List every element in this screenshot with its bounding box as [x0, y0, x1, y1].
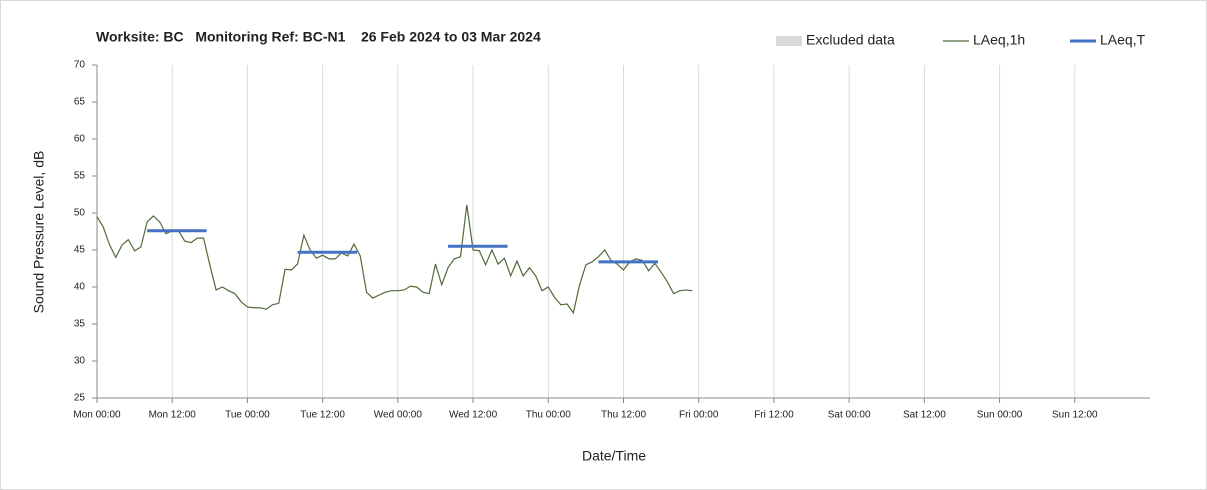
x-tick-label: Thu 12:00	[601, 410, 646, 421]
y-tick-label: 35	[74, 319, 86, 330]
x-tick-label: Sun 00:00	[977, 410, 1023, 421]
x-tick-label: Thu 00:00	[526, 410, 571, 421]
x-tick-label: Wed 00:00	[374, 410, 423, 421]
x-tick-label: Mon 12:00	[149, 410, 197, 421]
x-tick-label: Tue 00:00	[225, 410, 270, 421]
x-tick-label: Sat 00:00	[828, 410, 871, 421]
x-tick-label: Fri 12:00	[754, 410, 794, 421]
x-tick-label: Sun 12:00	[1052, 410, 1098, 421]
x-tick-label: Wed 12:00	[449, 410, 498, 421]
legend-label: LAeq,T	[1100, 32, 1146, 48]
y-tick-label: 60	[74, 134, 86, 145]
y-tick-label: 55	[74, 171, 86, 182]
y-tick-label: 40	[74, 282, 86, 293]
legend-swatch	[776, 36, 802, 46]
y-tick-label: 45	[74, 245, 86, 256]
y-tick-label: 30	[74, 356, 86, 367]
x-tick-label: Fri 00:00	[679, 410, 719, 421]
x-tick-label: Mon 00:00	[73, 410, 121, 421]
x-tick-label: Tue 12:00	[300, 410, 345, 421]
y-tick-label: 65	[74, 97, 86, 108]
y-axis-label: Sound Pressure Level, dB	[31, 151, 47, 314]
y-tick-label: 50	[74, 208, 86, 219]
x-tick-label: Sat 12:00	[903, 410, 946, 421]
chart-title: Worksite: BC Monitoring Ref: BC-N1 26 Fe…	[96, 29, 541, 45]
y-tick-label: 70	[74, 60, 86, 71]
y-tick-label: 25	[74, 393, 86, 404]
legend-label: Excluded data	[806, 32, 895, 48]
legend-label: LAeq,1h	[973, 32, 1025, 48]
x-axis-label: Date/Time	[582, 448, 646, 464]
data-line	[96, 204, 693, 315]
